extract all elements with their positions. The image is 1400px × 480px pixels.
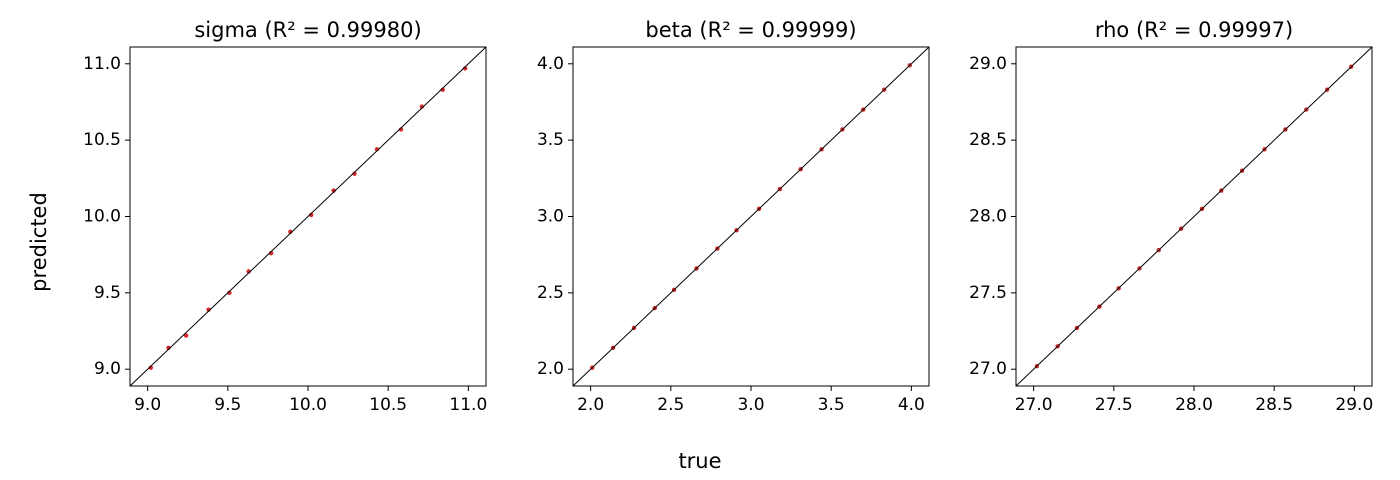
x-tick-label: 10.0	[289, 395, 327, 415]
y-tick-label: 28.0	[969, 207, 1007, 227]
y-tick-label: 4.0	[537, 54, 564, 74]
x-tick-label: 9.0	[134, 395, 161, 415]
y-tick-label: 9.5	[94, 283, 121, 303]
x-tick-label: 4.0	[898, 395, 925, 415]
axes-frame	[1015, 46, 1373, 387]
panel-title: sigma (R² = 0.99980)	[194, 18, 421, 42]
x-tick-label: 2.5	[657, 395, 684, 415]
axes-frame	[572, 46, 930, 387]
y-tick-label: 9.0	[94, 359, 121, 379]
x-tick-label: 27.5	[1095, 395, 1133, 415]
point	[183, 333, 189, 338]
x-tick-label: 3.0	[737, 395, 764, 415]
y-tick-label: 3.0	[537, 207, 564, 227]
x-axis-label: true	[678, 449, 721, 473]
y-tick-label: 11.0	[83, 54, 121, 74]
x-tick-label: 11.0	[449, 395, 487, 415]
x-tick-label: 10.5	[369, 395, 407, 415]
y-tick-label: 28.5	[969, 130, 1007, 150]
y-axis-label: predicted	[27, 192, 51, 292]
y-tick-label: 29.0	[969, 54, 1007, 74]
y-tick-label: 2.0	[537, 359, 564, 379]
x-tick-label: 28.0	[1175, 395, 1213, 415]
axes-frame	[129, 46, 487, 387]
y-tick-label: 10.5	[83, 130, 121, 150]
identity-line	[1015, 46, 1373, 387]
y-tick-label: 10.0	[83, 207, 121, 227]
x-tick-label: 27.0	[1015, 395, 1053, 415]
x-tick-label: 3.5	[818, 395, 845, 415]
y-tick-label: 27.5	[969, 283, 1007, 303]
y-tick-label: 27.0	[969, 359, 1007, 379]
y-tick-label: 3.5	[537, 130, 564, 150]
x-tick-label: 28.5	[1255, 395, 1293, 415]
panel-title: rho (R² = 0.99997)	[1095, 18, 1293, 42]
panel-title: beta (R² = 0.99999)	[645, 18, 856, 42]
x-tick-label: 29.0	[1335, 395, 1373, 415]
identity-line	[129, 46, 487, 387]
x-tick-label: 9.5	[214, 395, 241, 415]
x-tick-label: 2.0	[577, 395, 604, 415]
y-tick-label: 2.5	[537, 283, 564, 303]
identity-line	[572, 46, 930, 387]
